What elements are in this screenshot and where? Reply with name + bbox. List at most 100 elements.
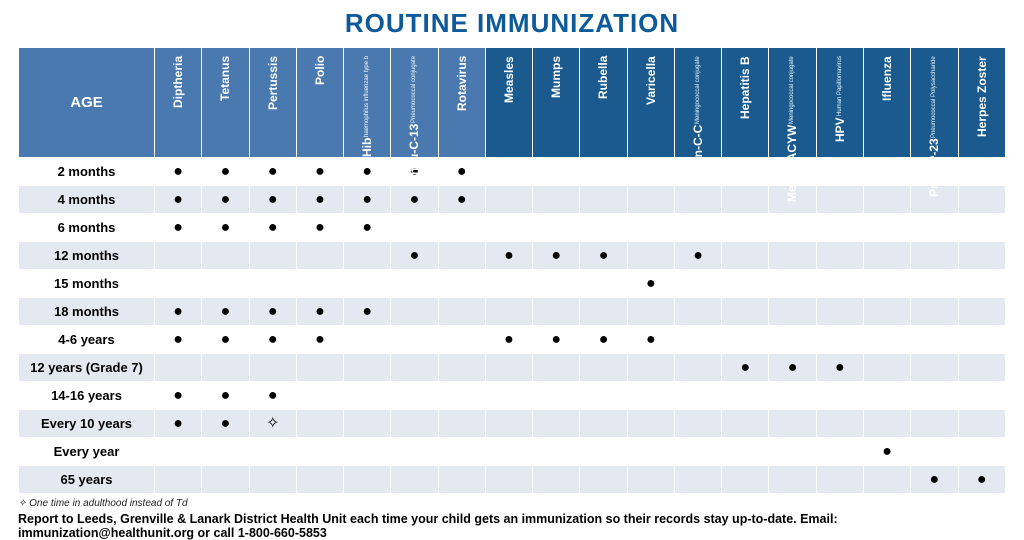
- dose-cell: ●: [533, 242, 580, 270]
- age-cell: 6 months: [19, 214, 155, 242]
- dose-cell: ●: [249, 382, 296, 410]
- dose-cell: [344, 410, 391, 438]
- dose-cell: [911, 298, 958, 326]
- dose-cell: [863, 158, 910, 186]
- age-cell: 14-16 years: [19, 382, 155, 410]
- vaccine-sublabel: Human Papillomavirus: [837, 56, 843, 116]
- dose-cell: [722, 410, 769, 438]
- dose-cell: [249, 438, 296, 466]
- vaccine-header: HPVHuman Papillomavirus: [816, 48, 863, 158]
- vaccine-label: Hepatitis B: [739, 56, 751, 119]
- vaccine-header: Pneu-P-23Pneumococcal Polysaccharide: [911, 48, 958, 158]
- dose-cell: [438, 298, 485, 326]
- vaccine-header: Tetanus: [202, 48, 249, 158]
- vaccine-header: Pertussis: [249, 48, 296, 158]
- dose-cell: [580, 410, 627, 438]
- dose-cell: [816, 438, 863, 466]
- dose-cell: ●: [863, 438, 910, 466]
- dose-cell: [485, 158, 532, 186]
- dose-cell: ●: [155, 186, 202, 214]
- dose-cell: [391, 326, 438, 354]
- dose-cell: [958, 214, 1005, 242]
- vaccine-label: Diptheria: [172, 56, 184, 108]
- dose-cell: [533, 354, 580, 382]
- vaccine-label: Polio: [314, 56, 326, 85]
- dose-cell: [627, 158, 674, 186]
- dose-cell: ●: [391, 186, 438, 214]
- dose-cell: [344, 354, 391, 382]
- dose-cell: ●: [249, 298, 296, 326]
- vaccine-header: Diptheria: [155, 48, 202, 158]
- table-row: 12 months●●●●●: [19, 242, 1006, 270]
- dose-cell: [816, 270, 863, 298]
- dose-cell: [674, 438, 721, 466]
- dose-cell: ●: [249, 326, 296, 354]
- dose-cell: [958, 438, 1005, 466]
- dose-cell: ●: [155, 382, 202, 410]
- vaccine-label: Measles: [503, 56, 515, 103]
- dose-cell: ●: [296, 158, 343, 186]
- vaccine-label: Herpes Zoster: [976, 56, 988, 137]
- table-row: 18 months●●●●●: [19, 298, 1006, 326]
- dose-cell: [296, 354, 343, 382]
- dose-cell: ●: [202, 382, 249, 410]
- dose-cell: [674, 326, 721, 354]
- dose-cell: [627, 298, 674, 326]
- dose-cell: [958, 270, 1005, 298]
- dose-cell: [391, 382, 438, 410]
- dose-cell: [580, 270, 627, 298]
- dose-cell: [863, 186, 910, 214]
- dose-cell: ●: [202, 410, 249, 438]
- dose-cell: [674, 382, 721, 410]
- report-instructions: Report to Leeds, Grenville & Lanark Dist…: [18, 512, 1006, 540]
- dose-cell: ●: [627, 270, 674, 298]
- page-title: ROUTINE IMMUNIZATION: [18, 8, 1006, 39]
- age-cell: 65 years: [19, 466, 155, 494]
- age-cell: 18 months: [19, 298, 155, 326]
- dose-cell: [485, 270, 532, 298]
- age-cell: Every 10 years: [19, 410, 155, 438]
- dose-cell: [438, 270, 485, 298]
- dose-cell: [627, 354, 674, 382]
- dose-cell: ●: [344, 186, 391, 214]
- age-cell: 12 months: [19, 242, 155, 270]
- vaccine-sublabel: Pneumococcal Polysaccharide: [931, 56, 937, 138]
- dose-cell: [911, 382, 958, 410]
- dose-cell: [674, 270, 721, 298]
- dose-cell: [438, 326, 485, 354]
- table-body: 2 months●●●●●●●4 months●●●●●●●6 months●●…: [19, 158, 1006, 494]
- dose-cell: [296, 410, 343, 438]
- dose-cell: [674, 354, 721, 382]
- dose-cell: [485, 354, 532, 382]
- dose-cell: [249, 242, 296, 270]
- dose-cell: ●: [249, 186, 296, 214]
- vaccine-label: Pneu-P-23: [928, 139, 940, 198]
- dose-cell: [438, 438, 485, 466]
- dose-cell: [533, 186, 580, 214]
- dose-cell: [155, 354, 202, 382]
- table-row: 6 months●●●●●: [19, 214, 1006, 242]
- vaccine-sublabel: Meningococcal conjugate: [790, 56, 796, 124]
- age-column-header: AGE: [19, 48, 155, 158]
- dose-cell: [863, 410, 910, 438]
- dose-cell: [438, 242, 485, 270]
- dose-cell: ●: [296, 326, 343, 354]
- dose-cell: ●: [344, 298, 391, 326]
- dose-cell: ●: [296, 214, 343, 242]
- vaccine-header: Mumps: [533, 48, 580, 158]
- age-cell: 4 months: [19, 186, 155, 214]
- dose-cell: [202, 354, 249, 382]
- dose-cell: [296, 270, 343, 298]
- dose-cell: [438, 214, 485, 242]
- dose-cell: [722, 466, 769, 494]
- age-cell: 12 years (Grade 7): [19, 354, 155, 382]
- dose-cell: [344, 382, 391, 410]
- vaccine-label: Ifluenza: [881, 56, 893, 101]
- dose-cell: [769, 270, 816, 298]
- dose-cell: [533, 410, 580, 438]
- dose-cell: [485, 186, 532, 214]
- table-header-row: AGE DiptheriaTetanusPertussisPolioHibhae…: [19, 48, 1006, 158]
- immunization-table: AGE DiptheriaTetanusPertussisPolioHibhae…: [18, 47, 1006, 494]
- dose-cell: [911, 214, 958, 242]
- vaccine-header: Herpes Zoster: [958, 48, 1005, 158]
